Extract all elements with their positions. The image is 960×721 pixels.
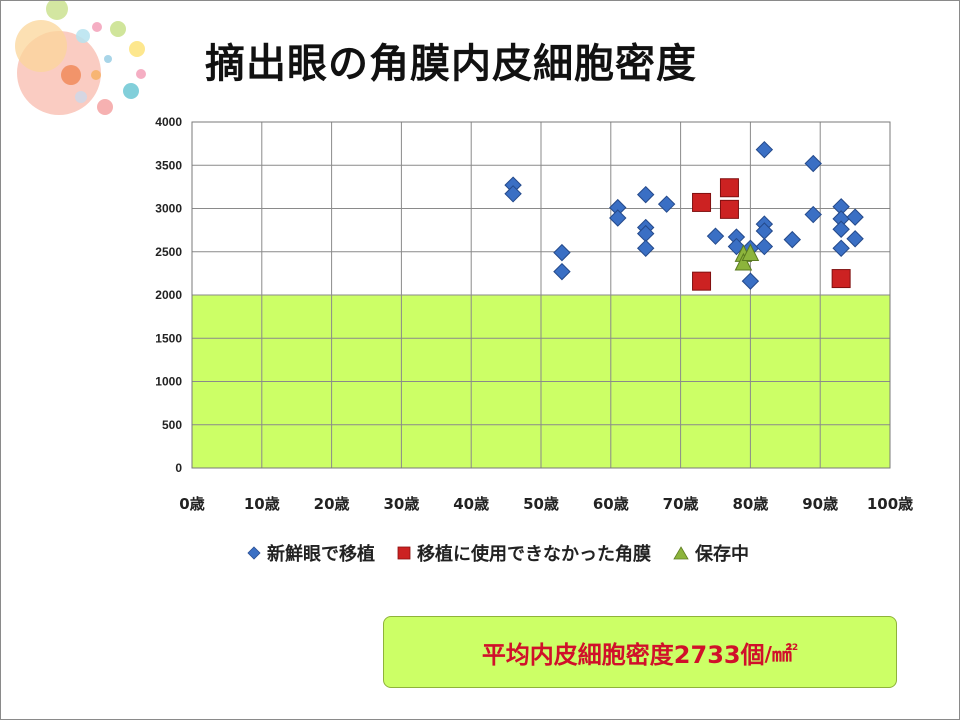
data-point-fresh (706, 227, 725, 245)
y-tick-label: 1000 (155, 375, 182, 389)
bubble (123, 83, 139, 99)
y-tick-label: 2000 (155, 288, 182, 302)
x-tick-label: 50歳 (523, 495, 559, 513)
decorative-bubbles (15, 1, 146, 115)
y-tick-label: 3500 (155, 158, 182, 172)
y-tick-label: 3000 (155, 202, 182, 216)
legend-label-stored: 保存中 (695, 544, 749, 565)
data-point-stored (734, 252, 753, 271)
plot-border (191, 121, 891, 469)
x-tick-label: 30歳 (383, 495, 419, 513)
bubble (76, 29, 90, 43)
data-point-fresh (657, 195, 676, 213)
data-point-fresh (741, 272, 760, 290)
data-point-unused (692, 271, 712, 291)
average-density-text: 平均内皮細胞密度2733個 (481, 640, 765, 669)
data-point-fresh (609, 209, 627, 227)
bubble (97, 99, 113, 115)
data-point-fresh (832, 220, 850, 238)
data-point-fresh (636, 185, 655, 204)
bubble (91, 70, 101, 80)
chart-legend: 新鮮眼で移植 移植に使用できなかった角膜 保存中 (247, 541, 759, 565)
y-tick-label: 0 (175, 461, 182, 475)
data-point-fresh (755, 140, 774, 159)
data-point-unused (719, 178, 739, 198)
data-point-unused (692, 192, 712, 212)
data-point-fresh (553, 262, 571, 281)
bubble (129, 41, 145, 57)
density-unit: /㎟ (764, 641, 792, 666)
x-tick-label: 40歳 (453, 495, 489, 513)
x-tick-label: 100歳 (867, 495, 913, 513)
bubble (46, 1, 68, 20)
y-tick-label: 500 (162, 418, 182, 432)
legend-item-fresh: 新鮮眼で移植 (247, 540, 375, 566)
bubble (15, 20, 67, 72)
data-point-stored (741, 243, 760, 261)
x-tick-label: 20歳 (314, 495, 350, 513)
legend-label-unused: 移植に使用できなかった角膜 (417, 544, 651, 565)
data-point-fresh (783, 230, 801, 249)
data-point-fresh (846, 208, 864, 226)
data-point-fresh (846, 230, 864, 248)
data-point-fresh (553, 243, 571, 262)
legend-label-fresh: 新鮮眼で移植 (267, 544, 375, 565)
x-tick-label: 80歳 (732, 495, 768, 513)
y-tick-label: 1500 (155, 331, 182, 345)
legend-item-stored: 保存中 (673, 540, 749, 566)
data-point-fresh (804, 205, 822, 224)
x-tick-label: 60歳 (593, 495, 629, 513)
bubble (110, 21, 126, 37)
data-point-unused (719, 199, 739, 219)
x-tick-label: 70歳 (663, 495, 699, 513)
x-tick-label: 0歳 (179, 495, 204, 513)
bubble (136, 69, 146, 79)
data-point-fresh (804, 154, 822, 173)
triangle-icon (673, 546, 689, 560)
data-point-fresh (636, 239, 655, 257)
x-tick-label: 10歳 (244, 495, 280, 513)
y-tick-label: 2500 (155, 245, 182, 259)
bubble (104, 55, 112, 63)
unit-superscript: 2 (791, 643, 799, 653)
slide-title: 摘出眼の角膜内皮細胞密度 (205, 41, 697, 87)
data-point-fresh (504, 185, 522, 203)
x-tick-label: 90歳 (802, 495, 838, 513)
data-point-fresh (755, 237, 774, 256)
bubble (92, 22, 102, 32)
bubble (75, 91, 87, 103)
square-icon (397, 546, 411, 560)
bubble (61, 65, 81, 85)
data-point-fresh (832, 239, 850, 257)
legend-item-unused: 移植に使用できなかった角膜 (397, 540, 651, 566)
data-point-unused (831, 269, 851, 289)
y-tick-label: 4000 (155, 115, 182, 129)
average-density-box: 平均内皮細胞密度2733個 /㎟ 2 (383, 616, 897, 688)
diamond-icon (247, 546, 261, 560)
